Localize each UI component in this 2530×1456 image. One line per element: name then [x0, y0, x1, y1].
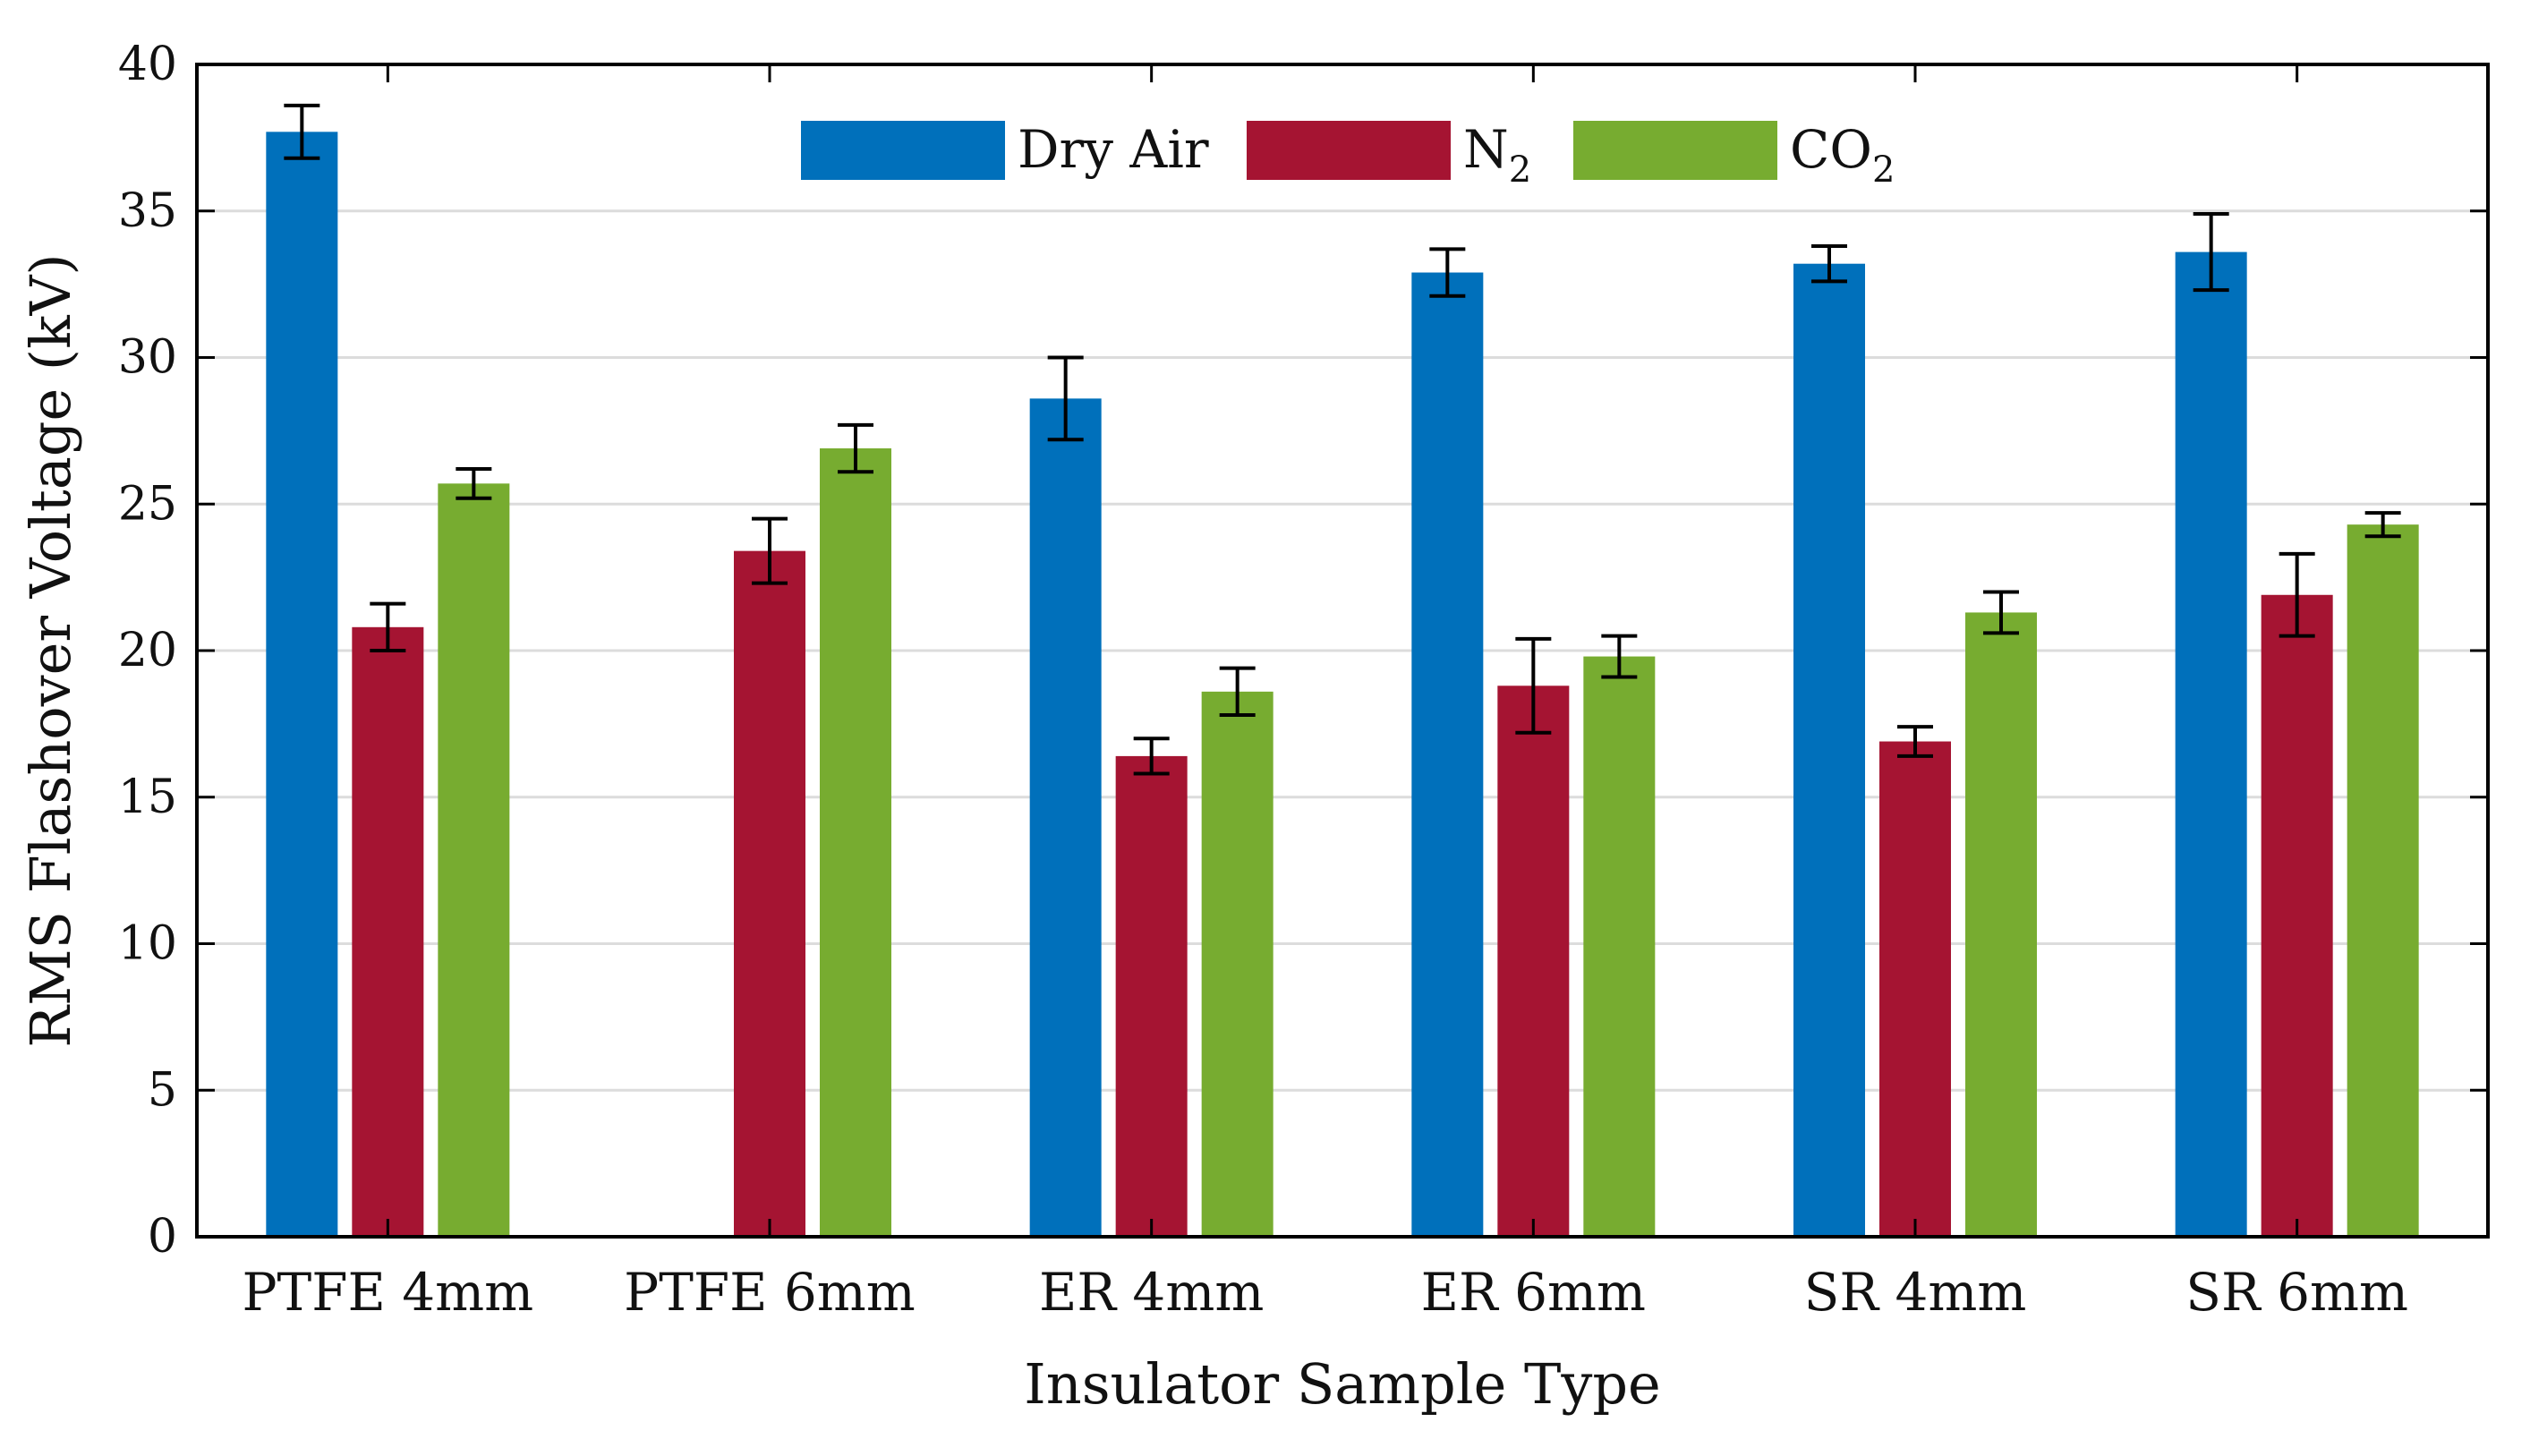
y-tick-label: 40: [118, 38, 177, 91]
bar: [1411, 272, 1484, 1237]
bars: [266, 132, 2419, 1238]
bar: [1115, 755, 1188, 1237]
error-bars: [284, 103, 2401, 776]
x-tick-label: ER 4mm: [1039, 1262, 1264, 1323]
bar: [438, 483, 510, 1237]
y-tick-label: 35: [118, 184, 177, 238]
y-tick-label: 10: [118, 917, 177, 971]
bar: [2175, 251, 2247, 1238]
bar: [1029, 398, 1102, 1238]
y-tick-label: 30: [118, 331, 177, 385]
bar: [1497, 685, 1570, 1237]
y-tick-label: 15: [118, 771, 177, 824]
bar: [2347, 524, 2419, 1237]
y-axis-title: RMS Flashover Voltage (kV): [18, 253, 83, 1047]
y-tick-label: 5: [148, 1063, 177, 1117]
bar: [734, 550, 805, 1237]
y-tick-label: 25: [118, 477, 177, 531]
bar: [352, 626, 424, 1237]
gridlines: [197, 209, 2488, 1092]
legend-swatch: [801, 121, 1005, 180]
legend-subscript: 2: [1509, 149, 1531, 191]
bar: [820, 448, 891, 1237]
bar: [266, 132, 338, 1238]
legend-swatch: [1247, 121, 1451, 180]
x-axis-title: Insulator Sample Type: [1024, 1351, 1660, 1417]
y-tick-label: 20: [118, 624, 177, 677]
x-tick-label: SR 6mm: [2185, 1262, 2408, 1323]
bar: [1965, 612, 2037, 1237]
legend-label: Dry Air: [1018, 119, 1209, 180]
legend-swatch: [1573, 121, 1777, 180]
bar: [1201, 691, 1274, 1237]
bar: [1793, 263, 1865, 1238]
x-tick-label: ER 6mm: [1421, 1262, 1646, 1323]
bar: [2261, 594, 2333, 1237]
x-tick-labels: PTFE 4mm PTFE 6mm ER 4mm ER 6mm SR 4mm SR 6mm: [243, 1262, 2409, 1323]
legend-subscript: 2: [1872, 149, 1895, 191]
x-tick-label: PTFE 4mm: [243, 1262, 534, 1323]
x-tick-label: SR 4mm: [1804, 1262, 2027, 1323]
x-tick-label: PTFE 6mm: [624, 1262, 916, 1323]
y-tick-labels: 0 5 10 15 20 25 30 35 40: [118, 38, 177, 1264]
legend: Dry Air N2 CO2: [801, 119, 1895, 191]
bar: [1583, 656, 1656, 1237]
bar: [1879, 741, 1951, 1237]
axis-ticks: [197, 63, 2488, 1239]
y-tick-label: 0: [148, 1210, 177, 1264]
